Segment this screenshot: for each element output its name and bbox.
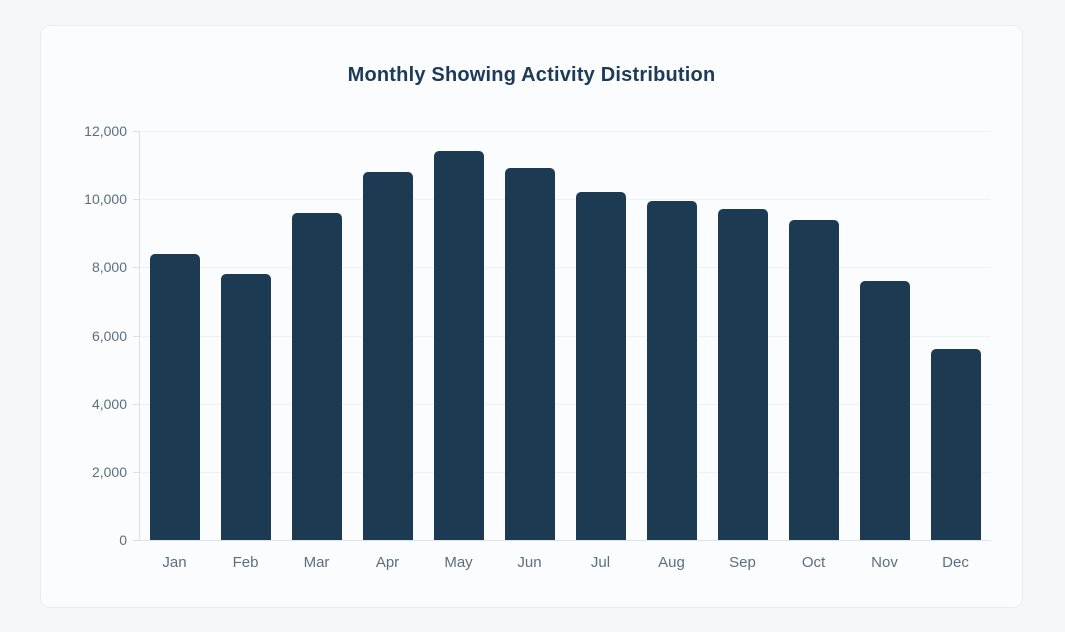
bar-dec[interactable]: [931, 349, 981, 540]
y-gridline: [139, 131, 991, 132]
y-gridline: [139, 336, 991, 337]
bar-mar[interactable]: [292, 213, 342, 540]
bar-oct[interactable]: [789, 220, 839, 540]
y-gridline: [139, 540, 991, 541]
y-gridline: [139, 472, 991, 473]
chart-card: Monthly Showing Activity Distribution 0 2…: [40, 25, 1023, 608]
bar-aug[interactable]: [647, 201, 697, 540]
bar-chart: 0 2,000 4,000 6,000 8,000 10,000 12,000 Jan Feb M…: [41, 26, 1022, 607]
bar-jun[interactable]: [505, 168, 555, 540]
y-gridline: [139, 199, 991, 200]
y-tick-label: 6,000: [91, 328, 127, 344]
bar-jan[interactable]: [150, 254, 200, 540]
y-axis-tick: [133, 267, 139, 268]
y-axis-tick: [133, 336, 139, 337]
x-tick-label: Sep: [729, 554, 756, 571]
x-tick-label: Nov: [871, 554, 898, 571]
y-axis-tick: [133, 131, 139, 132]
x-tick-label: Mar: [303, 554, 330, 571]
x-tick-label: Aug: [658, 554, 685, 571]
y-gridline: [139, 404, 991, 405]
x-tick-label: Jan: [162, 554, 187, 571]
y-axis-tick: [133, 199, 139, 200]
y-axis-tick: [133, 472, 139, 473]
x-tick-label: May: [444, 554, 473, 571]
x-tick-label: Oct: [801, 554, 826, 571]
x-tick-label: Apr: [375, 554, 400, 571]
x-tick-label: Dec: [942, 554, 969, 571]
y-tick-label: 0: [119, 532, 127, 548]
y-tick-label: 10,000: [84, 191, 127, 207]
y-axis-line: [139, 131, 140, 540]
y-axis-tick: [133, 404, 139, 405]
y-tick-label: 8,000: [91, 259, 127, 275]
y-tick-label: 2,000: [91, 464, 127, 480]
y-tick-label: 12,000: [84, 123, 127, 139]
bar-nov[interactable]: [860, 281, 910, 540]
bar-jul[interactable]: [576, 192, 626, 540]
y-axis-tick: [133, 540, 139, 541]
y-gridline: [139, 267, 991, 268]
chart-title: Monthly Showing Activity Distribution: [347, 64, 716, 86]
bar-may[interactable]: [434, 151, 484, 540]
bar-feb[interactable]: [221, 274, 271, 540]
bar-sep[interactable]: [718, 209, 768, 540]
bar-apr[interactable]: [363, 172, 413, 540]
x-tick-label: Jun: [517, 554, 542, 571]
x-tick-label: Feb: [232, 554, 259, 571]
x-tick-label: Jul: [590, 554, 611, 571]
y-tick-label: 4,000: [91, 396, 127, 412]
